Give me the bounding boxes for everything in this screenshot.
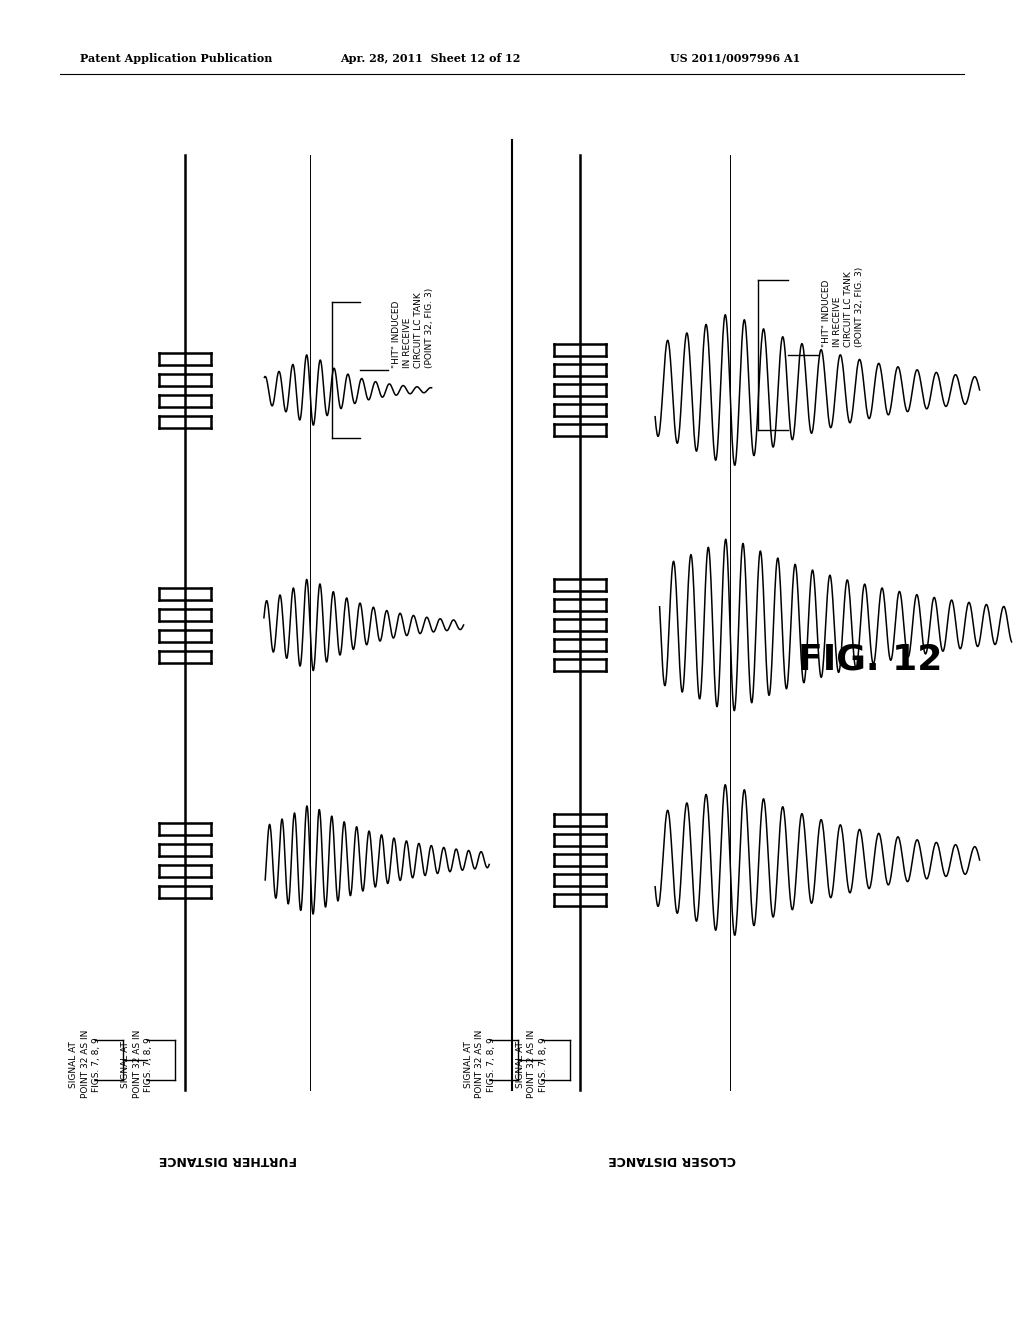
Text: SIGNAL AT
POINT 32 AS IN
FIGS. 7, 8, 9: SIGNAL AT POINT 32 AS IN FIGS. 7, 8, 9: [465, 1030, 496, 1098]
Text: CLOSER DISTANCE: CLOSER DISTANCE: [608, 1154, 736, 1167]
Text: "HIT" INDUCED
IN RECEIVE
CIRCUIT LC TANK
(POINT 32, FIG. 3): "HIT" INDUCED IN RECEIVE CIRCUIT LC TANK…: [822, 267, 864, 347]
Text: US 2011/0097996 A1: US 2011/0097996 A1: [670, 53, 800, 63]
Text: SIGNAL AT
POINT 32 AS IN
FIGS. 7, 8, 9: SIGNAL AT POINT 32 AS IN FIGS. 7, 8, 9: [122, 1030, 153, 1098]
Text: Apr. 28, 2011  Sheet 12 of 12: Apr. 28, 2011 Sheet 12 of 12: [340, 53, 520, 63]
Text: Patent Application Publication: Patent Application Publication: [80, 53, 272, 63]
Text: SIGNAL AT
POINT 32 AS IN
FIGS. 7, 8, 9: SIGNAL AT POINT 32 AS IN FIGS. 7, 8, 9: [516, 1030, 548, 1098]
Text: SIGNAL AT
POINT 32 AS IN
FIGS. 7, 8, 9: SIGNAL AT POINT 32 AS IN FIGS. 7, 8, 9: [70, 1030, 100, 1098]
Text: FURTHER DISTANCE: FURTHER DISTANCE: [159, 1154, 297, 1167]
Text: "HIT" INDUCED
IN RECEIVE
CIRCUIT LC TANK
(POINT 32, FIG. 3): "HIT" INDUCED IN RECEIVE CIRCUIT LC TANK…: [392, 288, 434, 368]
Text: FIG. 12: FIG. 12: [798, 643, 942, 677]
